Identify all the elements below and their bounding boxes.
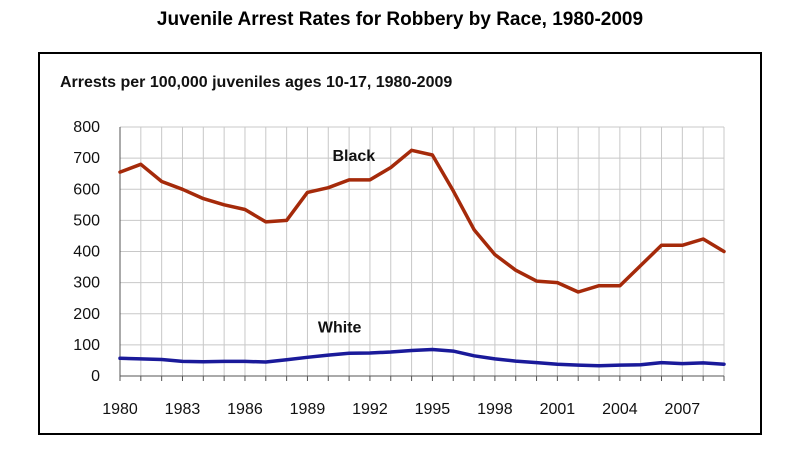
series-line-white [118, 347, 726, 368]
series-line-black [118, 148, 726, 294]
x-tick-label: 1992 [352, 401, 388, 418]
y-tick-label: 500 [73, 212, 100, 229]
chart-title: Juvenile Arrest Rates for Robbery by Rac… [156, 9, 644, 30]
y-tick-label: 200 [73, 306, 100, 323]
x-tick-label: 1980 [102, 401, 138, 418]
y-tick-label: 0 [91, 368, 100, 385]
x-tick-label: 2001 [540, 401, 576, 418]
y-tick-label: 800 [73, 119, 100, 136]
series-label-white: White [318, 319, 362, 336]
x-tick-label: 2007 [665, 401, 701, 418]
chart-subtitle: Arrests per 100,000 juveniles ages 10-17… [60, 74, 453, 91]
y-tick-label: 100 [73, 337, 100, 354]
chart-frame: Arrests per 100,000 juveniles ages 10-17… [38, 52, 762, 435]
y-tick-label: 300 [73, 275, 100, 292]
x-tick-label: 1998 [477, 401, 513, 418]
x-tick-label: 2004 [602, 401, 638, 418]
x-tick-label: 1983 [165, 401, 201, 418]
x-tick-label: 1995 [415, 401, 451, 418]
y-tick-label: 400 [73, 244, 100, 261]
series-label-black: Black [332, 148, 375, 165]
x-tick-label: 1986 [227, 401, 263, 418]
y-tick-label: 600 [73, 181, 100, 198]
y-tick-label: 700 [73, 150, 100, 167]
line-chart: 0 100 200 300 400 500 600 700 800 1980 1983 1986 198… [73, 119, 726, 418]
x-tick-label: 1989 [290, 401, 326, 418]
